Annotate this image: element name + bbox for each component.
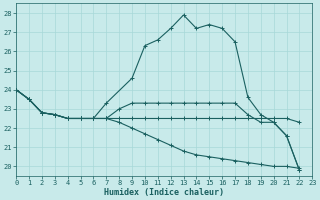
X-axis label: Humidex (Indice chaleur): Humidex (Indice chaleur) — [104, 188, 224, 197]
